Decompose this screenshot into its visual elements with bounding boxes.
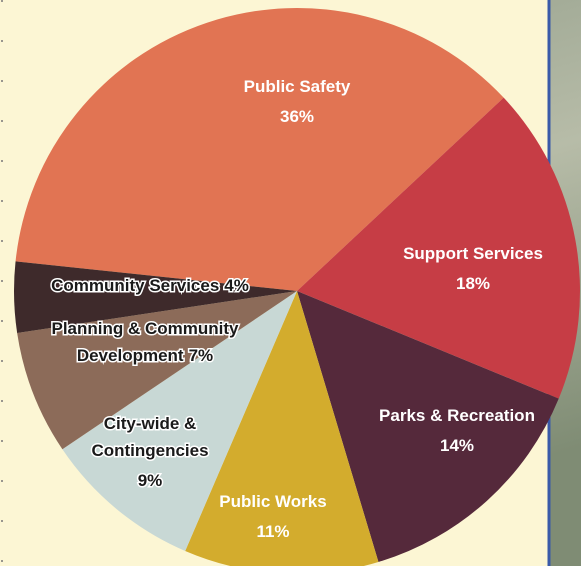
pie-slice bbox=[297, 291, 559, 563]
category-label: City-wide & bbox=[104, 414, 197, 433]
category-label: Community Services bbox=[51, 276, 219, 295]
value-label: 18% bbox=[456, 274, 490, 293]
pie-slice bbox=[15, 8, 504, 292]
slice-label: City-wide & Contingencies 9% bbox=[91, 414, 208, 490]
value-label: 4% bbox=[224, 276, 249, 295]
pie-slice bbox=[62, 291, 297, 551]
value-label: 14% bbox=[440, 436, 474, 455]
pie-slice bbox=[297, 97, 580, 399]
pie-slice bbox=[17, 291, 297, 450]
value-label: 7% bbox=[189, 346, 214, 365]
pie-slice bbox=[13, 261, 297, 334]
category-label: Public Works bbox=[219, 492, 326, 511]
category-label: Support Services bbox=[403, 244, 543, 263]
value-label: 36% bbox=[280, 107, 314, 126]
slice-label: Planning & Community Development 7% bbox=[52, 319, 240, 365]
category-label: Planning & Community bbox=[52, 319, 240, 338]
slice-label: Public Safety 36% bbox=[244, 77, 351, 126]
category-label: Public Safety bbox=[244, 77, 351, 96]
value-label: 11% bbox=[256, 522, 289, 541]
category-label: Contingencies bbox=[91, 441, 208, 460]
value-label: 9% bbox=[138, 471, 163, 490]
slice-label: Parks & Recreation 14% bbox=[379, 406, 535, 455]
category-label: Parks & Recreation bbox=[379, 406, 535, 425]
slice-label: Support Services 18% bbox=[403, 244, 543, 293]
pie-slice bbox=[185, 291, 379, 566]
category-label: Development bbox=[77, 346, 184, 365]
slice-label: Community Services 4% bbox=[51, 276, 249, 295]
slice-label: Public Works 11% bbox=[219, 492, 326, 541]
